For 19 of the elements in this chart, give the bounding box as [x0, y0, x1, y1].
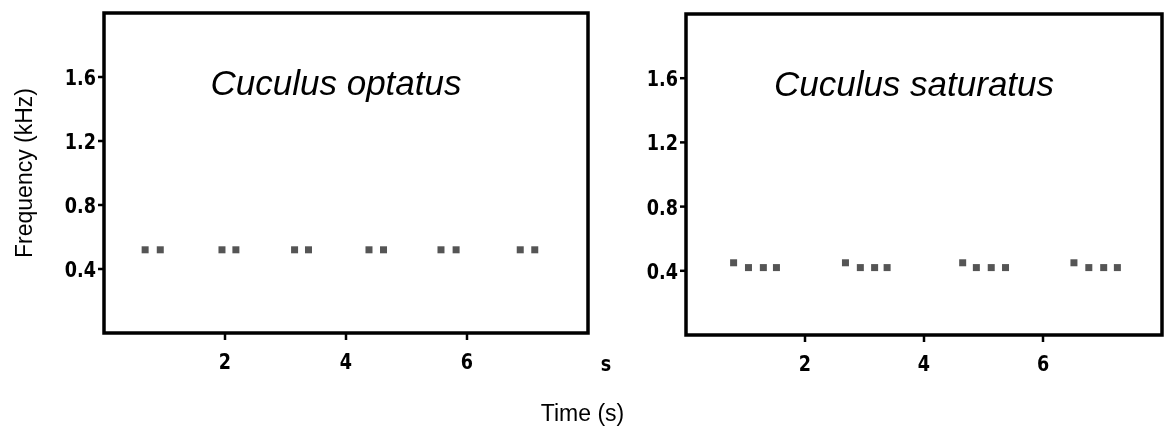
- x-tick-label: 4: [339, 349, 353, 375]
- y-tick-label: 0.4: [64, 257, 96, 283]
- x-tick-label: 2: [798, 351, 812, 377]
- y-tick-label: 0.8: [64, 193, 96, 219]
- y-tick-label: 1.2: [64, 129, 96, 155]
- y-tick-label: 1.2: [646, 130, 678, 156]
- y-tick-label: 0.8: [646, 194, 678, 221]
- y-tick-label: 0.4: [646, 258, 678, 285]
- text: s: [600, 351, 612, 377]
- y-axis-title: Frequency (kHz): [11, 88, 37, 258]
- x-tick-label: 6: [1036, 351, 1050, 377]
- text: Cuculus saturatus: [773, 64, 1055, 103]
- y-tick-label: 1.6: [646, 66, 678, 92]
- y-tick-label: 1.6: [64, 65, 96, 91]
- x-tick-label: 2: [218, 349, 232, 375]
- x-tick-label: 4: [917, 351, 931, 377]
- x-tick-label: 6: [460, 349, 474, 375]
- x-axis-title: Time (s): [540, 400, 625, 426]
- text: Cuculus optatus: [210, 63, 462, 102]
